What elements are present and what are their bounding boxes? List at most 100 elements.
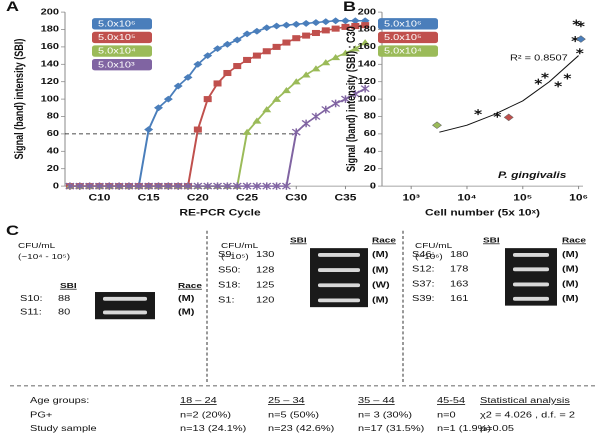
y-axis-title: Signal (band) intensity (SBI) — [13, 38, 27, 159]
marker — [340, 17, 350, 25]
marker — [534, 78, 543, 85]
legend-swatch — [92, 59, 152, 71]
series-line — [69, 88, 366, 187]
table-cell: n=23 (42.6%) — [268, 424, 334, 433]
marker — [350, 90, 360, 98]
sample-race: (M) — [372, 265, 388, 274]
column-header: Race — [562, 236, 586, 245]
y-tick-label: 160 — [41, 42, 60, 51]
marker — [331, 99, 341, 108]
sample-race: (M) — [178, 308, 194, 317]
marker — [272, 182, 282, 190]
sample-sbi: 80 — [58, 308, 71, 317]
gel-band — [318, 283, 360, 288]
marker — [213, 45, 223, 53]
column-header: SBI — [483, 236, 500, 245]
marker — [321, 59, 331, 66]
panel-letter: B — [343, 0, 356, 15]
marker — [292, 35, 301, 42]
sample-id: S10: — [20, 294, 43, 303]
y-tick-label: 0 — [53, 181, 60, 190]
marker — [321, 105, 331, 114]
legend-label: 5.0x10⁴ — [384, 47, 422, 56]
marker — [503, 113, 514, 122]
y-tick-label: 200 — [358, 7, 377, 16]
sample-id: S37: — [412, 280, 435, 289]
marker — [242, 182, 252, 190]
gel-band — [513, 267, 549, 272]
x-tick-label: 10⁵ — [513, 193, 532, 203]
table-cell: χ2 = 4.026 , d.f. = 2 — [480, 411, 575, 420]
table-cell: n=0 — [437, 411, 456, 420]
marker — [311, 29, 320, 37]
column-header: SBI — [290, 236, 307, 245]
y-tick-label: 180 — [41, 25, 60, 34]
y-tick-label: 160 — [358, 42, 377, 51]
y-tick-label: 40 — [47, 147, 60, 156]
marker — [153, 182, 164, 190]
marker — [281, 182, 291, 190]
marker — [233, 63, 242, 70]
y-tick-label: 200 — [41, 7, 60, 16]
legend-label: 5.0x10⁶ — [98, 20, 136, 29]
marker — [360, 39, 370, 46]
y-tick-label: 60 — [364, 129, 377, 138]
range-label: (~10⁶) — [415, 252, 443, 261]
gel-image — [310, 248, 368, 308]
legend-label: 5.0x10⁵ — [98, 33, 136, 42]
marker — [321, 18, 331, 26]
marker — [193, 126, 202, 133]
sample-sbi: 125 — [256, 281, 275, 290]
y-tick-label: 80 — [364, 112, 377, 121]
legend-swatch — [92, 45, 152, 57]
sample-race: (M) — [562, 280, 578, 289]
marker — [291, 78, 301, 85]
marker — [301, 71, 311, 78]
marker — [94, 182, 104, 190]
x-tick-label: C35 — [334, 193, 356, 203]
sample-id: S18: — [218, 281, 241, 290]
x-tick-label: C10 — [88, 193, 110, 203]
marker — [291, 128, 301, 136]
marker — [291, 20, 301, 28]
marker — [272, 95, 282, 102]
sample-id: S12: — [412, 265, 435, 274]
y-tick-label: 120 — [41, 77, 60, 86]
range-label: (~10⁵) — [221, 252, 249, 261]
sample-sbi: 178 — [450, 265, 468, 274]
x-axis-title: RE-PCR Cycle — [179, 208, 260, 218]
marker — [242, 30, 252, 38]
sample-id: S9: — [218, 250, 235, 259]
marker — [193, 182, 203, 190]
table-cell: n= 3 (30%) — [358, 411, 412, 420]
y-tick-label: 0 — [370, 181, 377, 190]
gel-image — [95, 292, 155, 320]
legend-swatch — [92, 31, 152, 44]
gel-band — [103, 296, 147, 301]
marker — [173, 82, 183, 90]
marker — [193, 60, 203, 68]
marker — [331, 53, 341, 61]
panel-letter: A — [6, 0, 20, 15]
marker — [222, 40, 232, 48]
column-header: 25 – 34 — [268, 396, 305, 405]
marker — [213, 182, 223, 190]
sample-race: (M) — [562, 294, 578, 303]
table-cell: n=5 (50%) — [268, 411, 319, 420]
marker — [134, 182, 144, 190]
x-tick-label: 10³ — [403, 193, 421, 203]
marker — [340, 49, 350, 56]
marker — [203, 96, 212, 103]
unit-label: CFU/mL — [415, 241, 452, 250]
y-tick-label: 40 — [364, 147, 377, 156]
marker — [85, 182, 95, 190]
unit-label: CFU/mL — [18, 241, 55, 250]
gel-band — [318, 268, 360, 272]
marker — [252, 27, 262, 35]
marker — [252, 117, 262, 124]
table-cell: n=2 (20%) — [180, 411, 231, 420]
gel-band — [513, 253, 549, 257]
marker — [262, 24, 272, 32]
legend-label: 5.0x10⁴ — [98, 47, 136, 56]
